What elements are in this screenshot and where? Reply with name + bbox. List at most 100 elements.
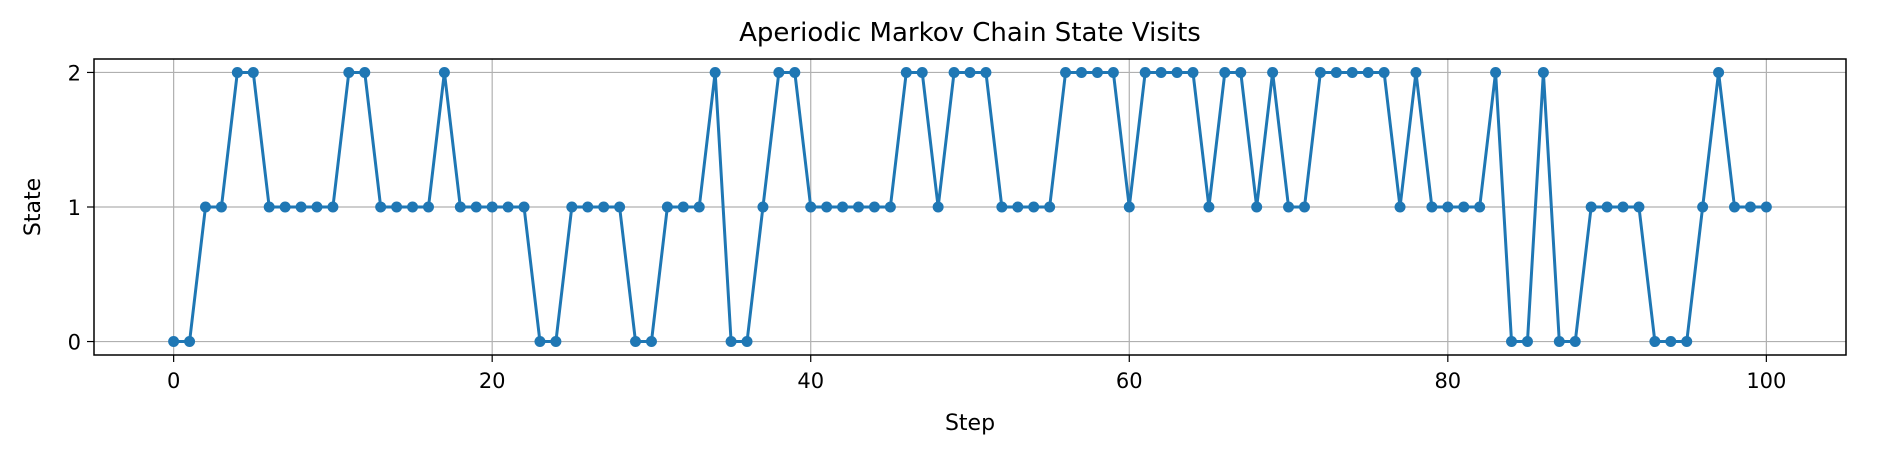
data-point <box>1028 201 1040 213</box>
data-point <box>1697 201 1709 213</box>
data-point <box>1298 201 1310 213</box>
data-point <box>168 336 180 348</box>
data-point <box>1123 201 1135 213</box>
x-axis-label: Step <box>945 411 995 436</box>
data-point <box>725 336 737 348</box>
data-point <box>1012 201 1024 213</box>
data-point <box>1107 66 1119 78</box>
data-point <box>375 201 387 213</box>
data-point <box>884 201 896 213</box>
data-point <box>630 336 642 348</box>
data-point <box>327 201 339 213</box>
data-point <box>215 201 227 213</box>
data-point <box>1490 66 1502 78</box>
data-point <box>1283 201 1295 213</box>
data-point <box>964 66 976 78</box>
data-point <box>1681 336 1693 348</box>
data-point <box>550 336 562 348</box>
data-point <box>1442 201 1454 213</box>
data-point <box>1649 336 1661 348</box>
data-point <box>1314 66 1326 78</box>
data-point <box>454 201 466 213</box>
data-point <box>247 66 259 78</box>
data-point <box>916 66 928 78</box>
data-point <box>279 201 291 213</box>
data-point <box>900 66 912 78</box>
data-point <box>741 336 753 348</box>
data-point <box>1506 336 1518 348</box>
series-layer <box>168 66 1772 348</box>
data-point <box>1521 336 1533 348</box>
data-point <box>1729 201 1741 213</box>
data-point <box>1617 201 1629 213</box>
data-point <box>661 201 673 213</box>
data-point <box>1378 66 1390 78</box>
data-point <box>598 201 610 213</box>
data-point <box>789 66 801 78</box>
data-point <box>184 336 196 348</box>
data-point <box>1203 201 1215 213</box>
data-point <box>614 201 626 213</box>
x-tick-label: 80 <box>1434 369 1461 393</box>
data-point <box>502 201 514 213</box>
data-point <box>263 201 275 213</box>
data-point <box>1537 66 1549 78</box>
data-point <box>645 336 657 348</box>
data-point <box>1235 66 1247 78</box>
data-point <box>757 201 769 213</box>
x-tick-label: 0 <box>167 369 180 393</box>
data-point <box>805 201 817 213</box>
data-point <box>1139 66 1151 78</box>
data-point <box>1601 201 1613 213</box>
data-point <box>1713 66 1725 78</box>
data-point <box>1744 201 1756 213</box>
data-point <box>853 201 865 213</box>
data-point <box>1569 336 1581 348</box>
data-point <box>1410 66 1422 78</box>
data-point <box>343 66 355 78</box>
data-point <box>1171 66 1183 78</box>
y-axis-label: State <box>21 178 46 236</box>
data-point <box>821 201 833 213</box>
data-point <box>566 201 578 213</box>
data-point <box>295 201 307 213</box>
data-point <box>199 201 211 213</box>
data-point <box>438 66 450 78</box>
data-point <box>1060 66 1072 78</box>
ticks: 0 20 40 60 80 100 0 1 2 <box>68 61 1787 393</box>
data-point <box>1760 201 1772 213</box>
chart-title: Aperiodic Markov Chain State Visits <box>739 18 1201 48</box>
data-point <box>948 66 960 78</box>
data-point <box>1091 66 1103 78</box>
data-point <box>582 201 594 213</box>
data-point <box>1219 66 1231 78</box>
data-point <box>1044 201 1056 213</box>
data-point <box>486 201 498 213</box>
data-point <box>996 201 1008 213</box>
data-point <box>391 201 403 213</box>
data-point <box>1426 201 1438 213</box>
x-tick-label: 20 <box>479 369 506 393</box>
data-point <box>1362 66 1374 78</box>
data-point <box>1075 66 1087 78</box>
y-tick-label: 0 <box>68 331 81 355</box>
data-point <box>311 201 323 213</box>
x-tick-label: 40 <box>797 369 824 393</box>
data-point <box>422 201 434 213</box>
data-point <box>518 201 530 213</box>
data-point <box>1474 201 1486 213</box>
data-point <box>1553 336 1565 348</box>
data-point <box>932 201 944 213</box>
data-point <box>407 201 419 213</box>
y-tick-label: 1 <box>68 196 81 220</box>
data-point <box>773 66 785 78</box>
data-point <box>470 201 482 213</box>
data-point <box>1665 336 1677 348</box>
data-point <box>359 66 371 78</box>
data-point <box>231 66 243 78</box>
data-point <box>1585 201 1597 213</box>
x-tick-label: 60 <box>1116 369 1143 393</box>
data-point <box>1330 66 1342 78</box>
data-point <box>1251 201 1263 213</box>
